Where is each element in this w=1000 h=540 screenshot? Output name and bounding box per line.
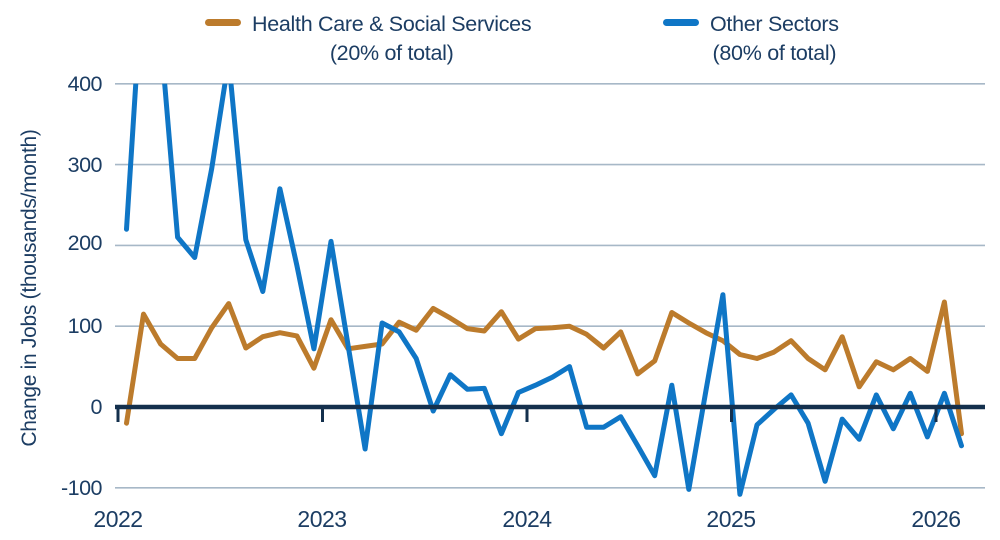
y-tick-100: 100 [67, 314, 103, 338]
x-tick-2024: 2024 [502, 506, 552, 532]
y-tick-400: 400 [67, 72, 103, 96]
legend-sublabel-health-care: (20% of total) [329, 41, 454, 65]
x-tick-2026: 2026 [911, 506, 961, 532]
y-tick-0: 0 [90, 395, 103, 419]
health-care-line-swatch-icon [205, 19, 241, 26]
legend-item-health-care: Health Care & Social Services (20% of to… [205, 10, 532, 68]
y-tick-300: 300 [67, 153, 103, 177]
x-tick-2025: 2025 [706, 506, 756, 532]
x-tick-2023: 2023 [297, 506, 347, 532]
legend-sublabel-other-sectors: (80% of total) [712, 41, 837, 65]
legend-label-other-sectors: Other Sectors [710, 12, 839, 36]
legend-label-health-care: Health Care & Social Services [252, 12, 532, 36]
y-tick-200: 200 [67, 231, 103, 255]
other-sectors-line-swatch-icon [663, 19, 699, 26]
legend-item-other-sectors: Other Sectors (80% of total) [663, 10, 839, 68]
y-tick-neg100: -100 [60, 476, 103, 500]
x-tick-2022: 2022 [93, 506, 143, 532]
